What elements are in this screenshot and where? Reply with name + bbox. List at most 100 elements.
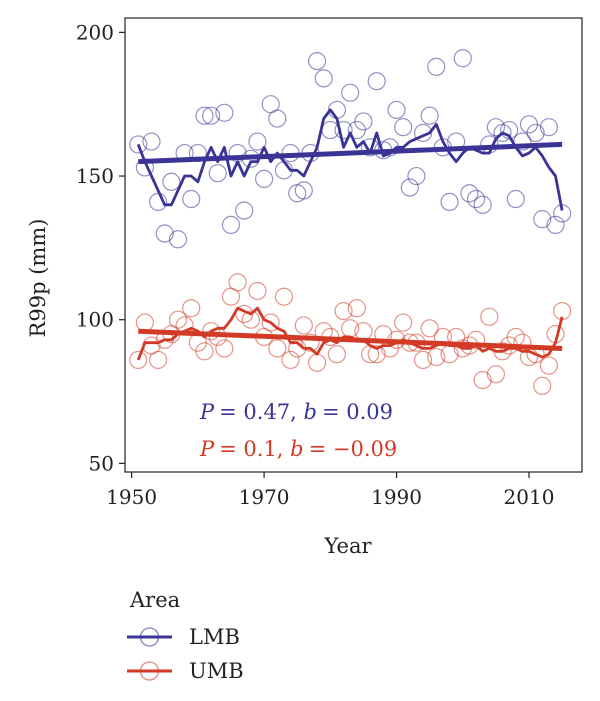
legend-marker-lmb — [139, 627, 160, 647]
point-lmb — [215, 103, 234, 122]
annotation-umb-b-label: b — [290, 437, 303, 461]
point-umb — [248, 281, 267, 301]
annotation-umb-p-value: = 0.1, — [219, 437, 290, 461]
annotation-umb: P = 0.1, b = −0.09 — [199, 437, 397, 461]
series-lmb — [129, 49, 572, 249]
y-tick-label: 100 — [76, 308, 114, 332]
legend: Area LMB UMB — [127, 588, 244, 683]
point-umb — [486, 365, 505, 384]
point-lmb — [321, 120, 340, 140]
point-umb — [301, 333, 320, 352]
point-lmb — [182, 189, 201, 209]
point-lmb — [354, 112, 373, 131]
y-tick-label: 50 — [89, 451, 114, 475]
point-umb — [327, 345, 347, 364]
point-umb — [354, 322, 373, 341]
point-umb — [135, 313, 154, 332]
point-umb — [307, 353, 327, 372]
point-umb — [215, 339, 234, 358]
annotation-lmb-p-label: P — [199, 400, 215, 424]
point-lmb — [129, 135, 148, 154]
point-umb — [533, 376, 552, 395]
legend-item-umb: UMB — [127, 659, 244, 683]
axes: 50 100 150 200 1950 1970 1990 2010 — [76, 17, 583, 509]
y-tick-label: 150 — [76, 164, 114, 188]
y-tick-label: 200 — [76, 20, 114, 44]
x-axis-title: Year — [323, 534, 372, 558]
point-lmb — [360, 138, 380, 157]
trend-line-lmb — [138, 141, 563, 165]
point-lmb — [486, 118, 505, 137]
x-tick-label: 2010 — [504, 485, 555, 509]
annotation-lmb-b-label: b — [304, 400, 317, 424]
point-lmb — [546, 215, 565, 234]
point-umb — [466, 330, 486, 349]
point-lmb — [526, 123, 545, 143]
point-umb — [394, 313, 413, 332]
point-umb — [168, 310, 188, 329]
point-lmb — [142, 132, 161, 151]
point-umb — [420, 319, 439, 338]
point-umb — [268, 339, 287, 358]
series-umb — [129, 273, 572, 395]
point-lmb — [162, 172, 181, 191]
point-umb — [241, 310, 260, 329]
point-lmb — [248, 132, 267, 151]
point-lmb — [427, 57, 446, 76]
point-lmb — [221, 215, 241, 234]
point-lmb — [254, 169, 274, 189]
point-lmb — [367, 72, 386, 91]
trend-line-umb — [138, 328, 563, 351]
point-lmb — [155, 224, 174, 243]
annotation-lmb: P = 0.47, b = 0.09 — [199, 400, 393, 424]
y-axis-title: R99p (mm) — [26, 219, 50, 338]
panel-border — [124, 17, 583, 473]
point-umb — [427, 347, 446, 367]
legend-marker-umb — [139, 661, 160, 681]
annotation-lmb-b-value: = 0.09 — [322, 400, 393, 424]
point-umb — [129, 350, 148, 370]
point-lmb — [202, 106, 221, 125]
point-lmb — [314, 69, 333, 88]
point-lmb — [334, 120, 353, 140]
point-lmb — [466, 189, 486, 209]
annotation-umb-b-value: = −0.09 — [309, 437, 398, 461]
point-lmb — [195, 106, 214, 125]
plot-area — [129, 49, 572, 395]
point-umb — [294, 316, 313, 335]
point-umb — [149, 350, 168, 370]
point-lmb — [268, 109, 287, 128]
legend-label-umb: UMB — [189, 659, 244, 683]
point-umb — [182, 299, 201, 318]
point-umb — [539, 356, 558, 375]
point-umb — [274, 287, 294, 306]
point-umb — [413, 350, 433, 370]
point-lmb — [294, 181, 313, 200]
point-umb — [480, 307, 499, 326]
point-lmb — [506, 189, 525, 209]
point-lmb — [341, 83, 360, 102]
point-lmb — [168, 230, 188, 249]
point-umb — [347, 299, 366, 318]
point-lmb — [208, 164, 227, 183]
point-lmb — [394, 118, 413, 137]
legend-item-lmb: LMB — [127, 625, 240, 649]
point-lmb — [407, 166, 426, 186]
x-tick-label: 1990 — [371, 485, 422, 509]
point-lmb — [453, 49, 472, 68]
point-lmb — [460, 184, 479, 203]
annotations: P = 0.47, b = 0.09 P = 0.1, b = −0.09 — [199, 400, 397, 461]
point-umb — [202, 322, 221, 341]
point-lmb — [440, 192, 459, 211]
point-lmb — [473, 195, 492, 214]
point-umb — [334, 301, 353, 321]
point-lmb — [400, 178, 419, 197]
point-umb — [195, 342, 214, 361]
legend-title: Area — [129, 588, 180, 612]
point-umb — [473, 370, 492, 390]
point-umb — [228, 273, 247, 292]
annotation-umb-p-label: P — [199, 437, 215, 461]
legend-label-lmb: LMB — [189, 625, 240, 649]
point-lmb — [413, 123, 433, 143]
